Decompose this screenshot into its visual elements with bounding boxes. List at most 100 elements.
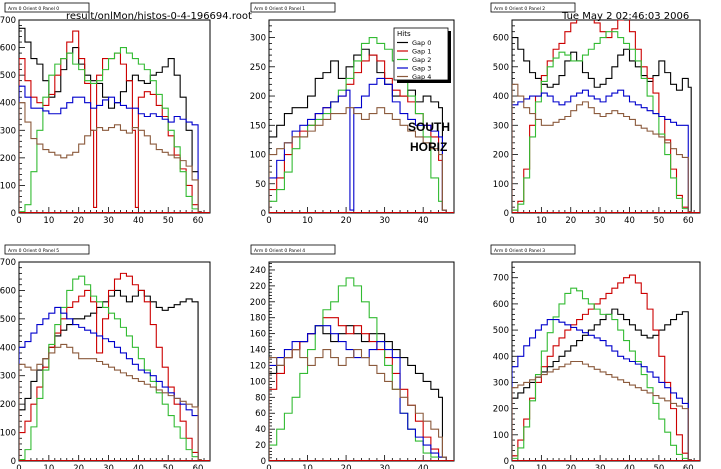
annotation-horiz: HORIZ [410, 140, 448, 154]
y-tick-label: 200 [0, 154, 16, 164]
x-tick-label: 40 [133, 464, 144, 469]
y-tick-label: 180 [250, 314, 266, 324]
y-tick-label: 120 [250, 361, 266, 371]
y-tick-label: 700 [0, 258, 16, 268]
series-gap-2 [269, 36, 447, 213]
y-tick-label: 600 [493, 34, 509, 44]
y-tick-label: 400 [0, 343, 16, 353]
x-tick-label: 40 [133, 216, 144, 226]
panel-0: Arm 0 Orient 0 Panel 00 10 20 30 40 50 6001002… [0, 2, 211, 226]
y-tick-label: 140 [250, 346, 266, 356]
series-gap-4 [512, 83, 692, 213]
y-tick-label: 0 [261, 209, 266, 219]
x-tick-label: 50 [163, 216, 174, 226]
series-gap-2 [512, 287, 692, 461]
panel-title: Arm 0 Orient 0 Panel 4 [254, 248, 305, 254]
panel-title-box [250, 244, 336, 255]
x-tick-label: 10 [43, 464, 54, 469]
series-gap-3 [19, 85, 202, 213]
x-tick-label: 20 [341, 464, 352, 469]
y-tick-label: 500 [0, 71, 16, 81]
x-tick-label: 50 [163, 464, 174, 469]
legend-entry: Gap 1 [412, 48, 431, 56]
y-tick-label: 0 [504, 457, 509, 467]
x-tick-label: 20 [341, 216, 352, 226]
x-tick-label: 60 [193, 464, 204, 469]
y-tick-label: 0 [261, 457, 266, 467]
panel-title-box [4, 244, 90, 255]
y-tick-label: 300 [493, 378, 509, 388]
legend-entry: Gap 2 [412, 56, 431, 64]
series-group [19, 272, 202, 461]
y-tick-label: 300 [493, 121, 509, 131]
panel-title: Arm 0 Orient 0 Panel 5 [8, 248, 59, 254]
y-tick-label: 700 [0, 16, 16, 26]
y-tick-label: 100 [250, 151, 266, 161]
panel-title: Arm 0 Orient 0 Panel 3 [494, 248, 545, 254]
y-tick-label: 20 [255, 441, 266, 451]
x-tick-label: 30 [103, 216, 114, 226]
panel-title-box [250, 2, 336, 13]
y-tick-label: 300 [0, 372, 16, 382]
x-tick-label: 60 [683, 216, 694, 226]
y-tick-label: 200 [250, 298, 266, 308]
y-tick-label: 500 [493, 326, 509, 336]
series-group [269, 277, 447, 461]
y-tick-label: 0 [504, 209, 509, 219]
legend-entry: Gap 4 [412, 73, 431, 81]
legend-entry: Gap 3 [412, 65, 431, 73]
x-tick-label: 50 [653, 216, 664, 226]
x-tick-label: 30 [595, 216, 606, 226]
x-tick-label: 30 [103, 464, 114, 469]
series-gap-0 [19, 289, 202, 461]
series-gap-4 [19, 343, 202, 461]
panel-title: Arm 0 Orient 0 Panel 1 [254, 6, 305, 12]
y-tick-label: 200 [493, 405, 509, 415]
y-tick-label: 40 [255, 425, 266, 435]
panel-title-box [490, 244, 576, 255]
x-tick-label: 0 [509, 464, 514, 469]
x-tick-label: 40 [418, 216, 429, 226]
plot-frame [18, 19, 211, 214]
series-gap-3 [512, 319, 692, 461]
series-gap-4 [512, 360, 692, 461]
y-tick-label: 80 [255, 393, 266, 403]
y-tick-label: 0 [11, 209, 16, 219]
series-gap-1 [269, 317, 447, 461]
x-tick-label: 30 [595, 464, 606, 469]
y-tick-label: 50 [255, 180, 266, 190]
series-gap-2 [512, 31, 692, 213]
x-tick-label: 10 [536, 216, 547, 226]
panel-5: Arm 0 Orient 0 Panel 30 10 20 30 40 50 6001002… [490, 244, 701, 469]
x-tick-label: 30 [379, 216, 390, 226]
y-tick-label: 600 [0, 286, 16, 296]
series-gap-3 [512, 89, 692, 213]
x-tick-label: 0 [266, 464, 271, 469]
panel-3: Arm 0 Orient 0 Panel 50 10 20 30 40 50 6001002… [0, 244, 211, 469]
legend-entry: Gap 0 [412, 39, 431, 47]
y-tick-label: 160 [250, 330, 266, 340]
series-gap-4 [269, 349, 447, 461]
y-tick-label: 220 [250, 282, 266, 292]
series-gap-1 [512, 274, 692, 461]
x-tick-label: 20 [73, 464, 84, 469]
y-tick-label: 240 [250, 266, 266, 276]
series-group [19, 27, 202, 213]
y-tick-label: 100 [250, 377, 266, 387]
y-tick-label: 100 [0, 181, 16, 191]
series-group [269, 36, 447, 213]
y-tick-label: 0 [11, 457, 16, 467]
series-group [512, 274, 692, 461]
x-tick-label: 20 [73, 216, 84, 226]
y-tick-label: 200 [0, 400, 16, 410]
x-tick-label: 40 [624, 464, 635, 469]
series-gap-2 [19, 275, 202, 461]
panel-4: Arm 0 Orient 0 Panel 4 0 10 20 30 40 0 20 40 60 80… [250, 244, 455, 469]
series-gap-1 [512, 20, 692, 213]
series-gap-4 [19, 102, 202, 213]
y-tick-label: 100 [493, 180, 509, 190]
file-path-label: result/onlMon/histos-0-4-196694.root [66, 11, 252, 22]
y-tick-label: 400 [0, 99, 16, 109]
x-tick-label: 30 [379, 464, 390, 469]
